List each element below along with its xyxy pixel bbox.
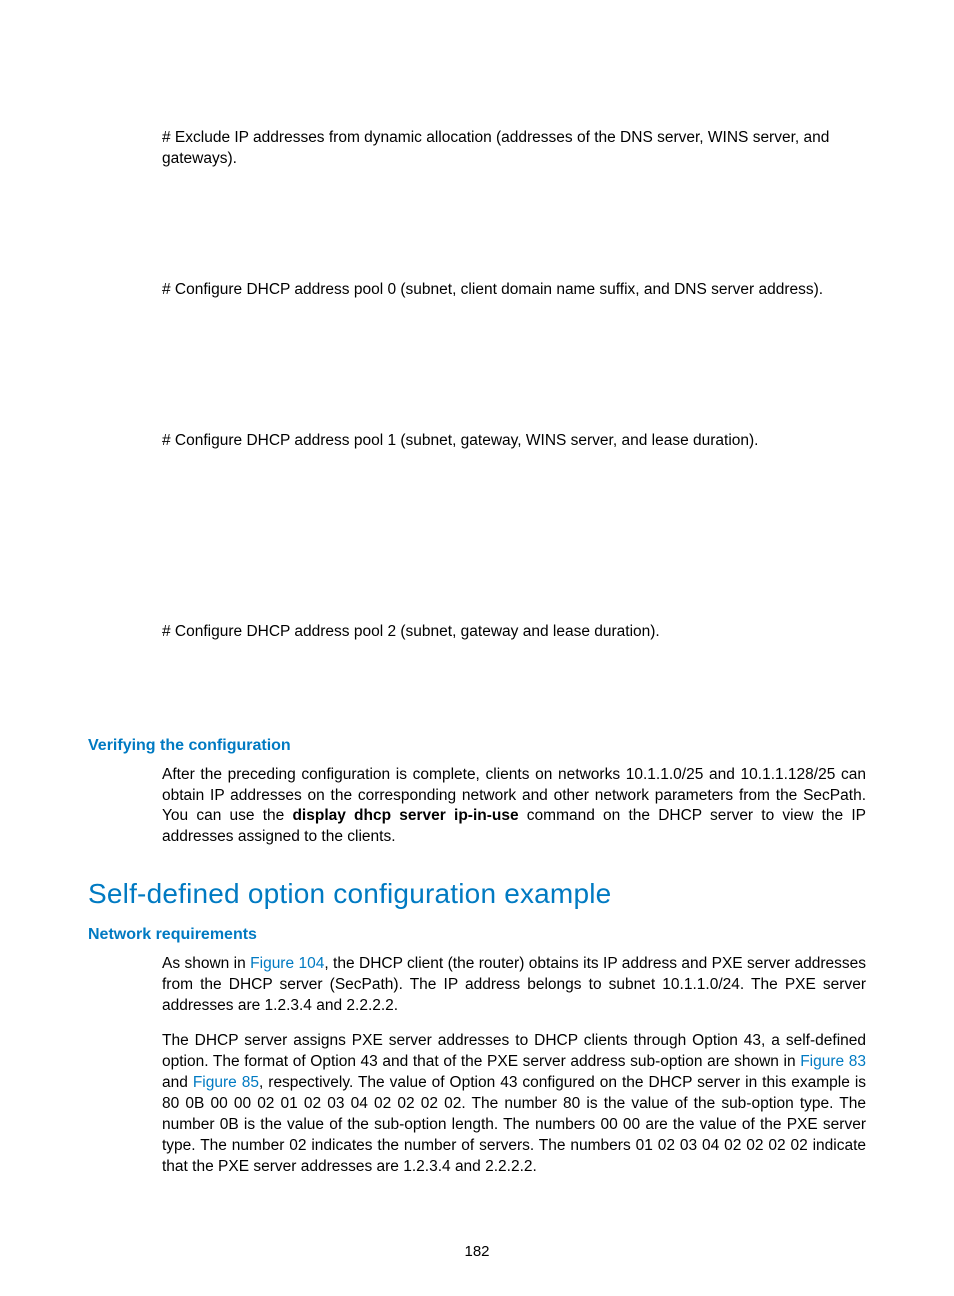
paragraph-netreq-1: As shown in Figure 104, the DHCP client …	[162, 954, 866, 1017]
paragraph-pool-0: # Configure DHCP address pool 0 (subnet,…	[162, 280, 866, 301]
netreq2-c: , respectively. The value of Option 43 c…	[162, 1074, 866, 1175]
netreq2-b: and	[162, 1074, 193, 1091]
paragraph-verify: After the preceding configuration is com…	[162, 765, 866, 849]
page-container: # Exclude IP addresses from dynamic allo…	[0, 0, 954, 1296]
heading-verifying: Verifying the configuration	[88, 737, 866, 755]
paragraph-pool-2: # Configure DHCP address pool 2 (subnet,…	[162, 622, 866, 643]
link-figure-85[interactable]: Figure 85	[193, 1074, 259, 1091]
link-figure-104[interactable]: Figure 104	[250, 955, 324, 972]
paragraph-netreq-2: The DHCP server assigns PXE server addre…	[162, 1031, 866, 1177]
page-number: 182	[0, 1243, 954, 1260]
verify-indent: After the preceding configuration is com…	[162, 765, 866, 849]
verify-command: display dhcp server ip-in-use	[292, 807, 518, 824]
heading-self-defined: Self-defined option configuration exampl…	[88, 878, 866, 910]
netreq1-pre: As shown in	[162, 955, 250, 972]
netreq-indent: As shown in Figure 104, the DHCP client …	[162, 954, 866, 1177]
link-figure-83[interactable]: Figure 83	[800, 1053, 866, 1070]
heading-network-requirements: Network requirements	[88, 926, 866, 944]
netreq2-a: The DHCP server assigns PXE server addre…	[162, 1032, 866, 1070]
body-indent: # Exclude IP addresses from dynamic allo…	[162, 128, 866, 643]
paragraph-pool-1: # Configure DHCP address pool 1 (subnet,…	[162, 431, 866, 452]
paragraph-exclude-ip: # Exclude IP addresses from dynamic allo…	[162, 128, 866, 170]
